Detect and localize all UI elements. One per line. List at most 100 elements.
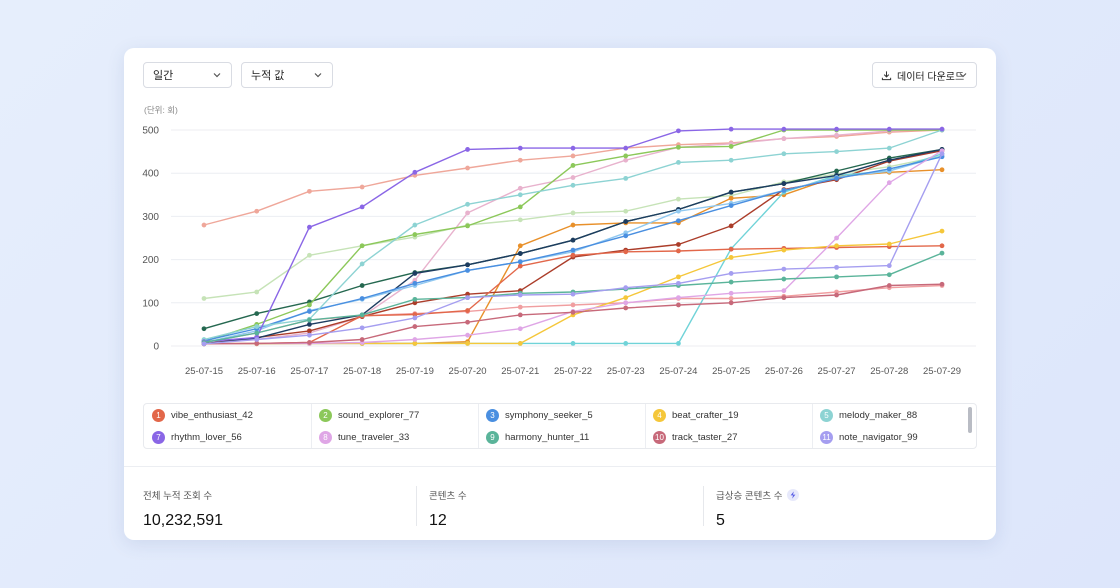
data-point[interactable] [201,341,207,347]
data-point[interactable] [412,300,418,306]
data-point[interactable] [939,126,945,132]
data-point[interactable] [465,295,470,301]
data-point[interactable] [570,222,576,228]
data-point[interactable] [570,163,576,168]
data-point[interactable] [412,232,418,237]
data-point[interactable] [676,144,681,150]
data-point[interactable] [728,271,734,276]
data-point[interactable] [570,237,576,243]
data-point[interactable] [886,283,892,288]
data-point[interactable] [465,341,470,346]
data-point[interactable] [834,243,839,249]
data-point[interactable] [781,126,787,132]
data-point[interactable] [676,248,681,254]
data-point[interactable] [834,175,839,181]
data-point[interactable] [886,180,892,186]
data-point[interactable] [412,337,418,342]
data-point[interactable] [570,153,576,159]
data-point[interactable] [517,259,523,265]
data-point[interactable] [623,285,629,291]
data-point[interactable] [728,300,734,306]
data-point[interactable] [939,250,945,256]
legend-item-track_taster_27[interactable]: 10 track_taster_27 [653,426,737,448]
data-point[interactable] [465,147,470,152]
data-point[interactable] [412,222,418,228]
data-point[interactable] [939,228,945,234]
series-track_taster_27[interactable] [201,281,945,347]
data-point[interactable] [728,223,734,229]
data-point[interactable] [254,311,260,316]
data-point[interactable] [517,304,523,310]
data-point[interactable] [728,157,734,163]
data-point[interactable] [465,165,470,171]
mode-select[interactable]: 누적 값 [241,62,333,88]
data-point[interactable] [781,266,787,272]
data-point[interactable] [623,175,629,181]
data-point[interactable] [623,295,629,301]
data-point[interactable] [834,168,839,174]
data-point[interactable] [570,182,576,188]
period-select[interactable]: 일간 [143,62,232,88]
data-point[interactable] [517,157,523,163]
data-point[interactable] [570,302,576,308]
data-point[interactable] [728,296,734,301]
data-point[interactable] [728,189,734,195]
legend-item-beat_crafter_19[interactable]: 4 beat_crafter_19 [653,404,739,426]
data-point[interactable] [517,292,523,298]
data-point[interactable] [728,255,734,260]
data-point[interactable] [676,160,681,165]
data-point[interactable] [254,208,260,214]
data-point[interactable] [676,280,681,286]
series-line[interactable] [203,129,943,341]
data-point[interactable] [834,292,839,298]
data-point[interactable] [517,192,523,198]
data-point[interactable] [307,322,312,327]
data-point[interactable] [307,340,312,345]
data-point[interactable] [570,145,576,151]
legend-item-tune_traveler_33[interactable]: 8 tune_traveler_33 [319,426,409,448]
data-point[interactable] [517,145,523,151]
data-point[interactable] [781,276,787,282]
data-point[interactable] [781,151,787,157]
data-point[interactable] [570,252,576,258]
data-point[interactable] [517,217,523,223]
data-point[interactable] [623,219,629,224]
data-point[interactable] [465,262,470,268]
data-point[interactable] [412,271,418,276]
data-point[interactable] [834,264,839,270]
data-point[interactable] [728,246,734,252]
data-point[interactable] [412,312,418,317]
data-point[interactable] [834,149,839,154]
data-point[interactable] [781,188,787,193]
data-point[interactable] [886,157,892,163]
data-point[interactable] [359,204,365,210]
data-point[interactable] [254,324,260,329]
data-point[interactable] [623,153,629,159]
data-point[interactable] [834,235,839,241]
data-point[interactable] [570,291,576,297]
legend-item-rhythm_lover_56[interactable]: 7 rhythm_lover_56 [152,426,242,448]
data-point[interactable] [254,341,260,346]
data-point[interactable] [623,305,629,311]
data-point[interactable] [834,132,839,138]
data-point[interactable] [781,295,787,301]
data-point[interactable] [623,233,629,239]
legend-scrollbar[interactable] [968,407,972,433]
data-point[interactable] [728,279,734,285]
data-point[interactable] [465,308,470,313]
data-point[interactable] [939,243,945,249]
data-point[interactable] [359,243,365,249]
data-point[interactable] [570,341,576,346]
series-note_navigator_99[interactable] [201,151,945,347]
data-point[interactable] [676,218,681,224]
data-point[interactable] [781,247,787,253]
data-point[interactable] [834,274,839,280]
data-point[interactable] [623,157,629,163]
data-point[interactable] [465,223,470,229]
download-data-button[interactable]: 데이터 다운로드 [872,62,977,88]
data-point[interactable] [623,249,629,255]
data-point[interactable] [307,224,312,230]
data-point[interactable] [570,247,576,253]
legend-item-harmony_hunter_11[interactable]: 9 harmony_hunter_11 [486,426,589,448]
data-point[interactable] [939,281,945,287]
